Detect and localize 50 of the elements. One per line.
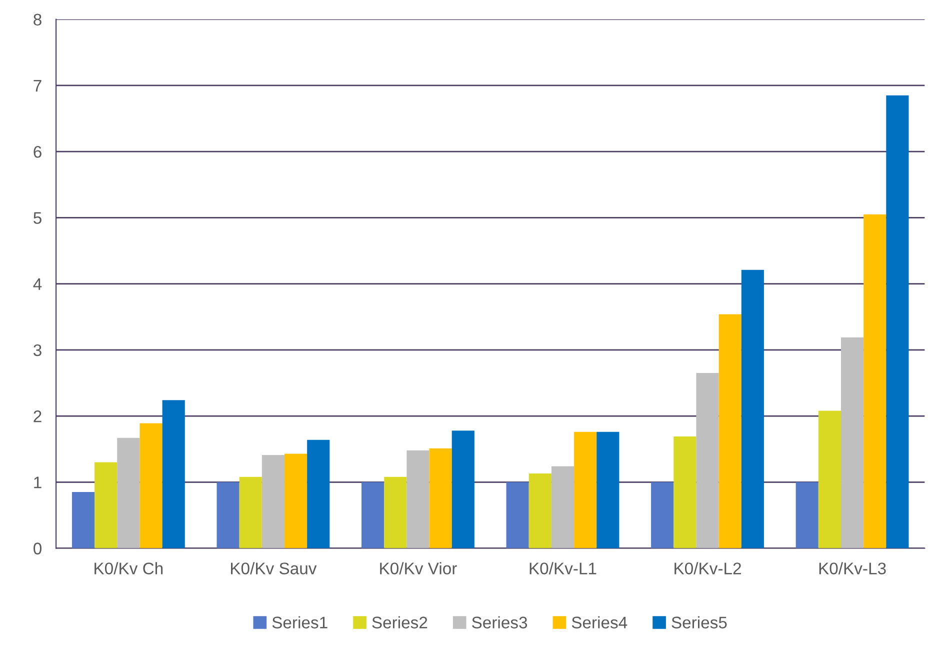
- legend-label: Series4: [572, 616, 628, 628]
- bar: [818, 410, 841, 548]
- bar: [162, 400, 185, 548]
- bar: [362, 482, 384, 548]
- bar: [262, 455, 284, 548]
- bar: [307, 440, 330, 548]
- bar: [239, 476, 262, 548]
- x-tick-label: K0/Kv Sauv: [231, 562, 317, 574]
- bar: [596, 432, 620, 548]
- x-tick-label: K0/Kv-L2: [674, 562, 741, 574]
- y-tick-label: 8: [34, 14, 42, 26]
- legend-label: Series2: [372, 616, 428, 628]
- bar: [117, 438, 140, 548]
- y-tick-label: 3: [34, 344, 42, 356]
- bar: [718, 314, 742, 548]
- bar: [528, 474, 552, 548]
- bar: [864, 214, 886, 548]
- bar: [452, 430, 474, 548]
- bar: [429, 448, 452, 548]
- x-tick-label: K0/Kv-L1: [530, 562, 596, 574]
- bar: [506, 482, 529, 548]
- bar: [94, 462, 118, 548]
- y-tick-label: 7: [34, 80, 42, 92]
- legend-label: Series1: [272, 616, 328, 628]
- bar: [406, 450, 430, 548]
- bar: [216, 482, 240, 548]
- bar: [840, 337, 864, 548]
- y-tick-label: 4: [33, 278, 42, 290]
- x-tick-label: K0/Kv-L3: [819, 562, 886, 574]
- bar: [696, 373, 719, 548]
- bar: [72, 492, 95, 548]
- bar: [651, 482, 674, 548]
- y-tick-label: 6: [34, 146, 42, 158]
- y-tick-label: 5: [34, 212, 42, 224]
- bar: [796, 482, 818, 548]
- bar: [886, 95, 909, 548]
- bar: [674, 436, 696, 548]
- bar: [741, 270, 764, 548]
- y-tick-label: 0: [34, 542, 42, 554]
- legend-label: Series5: [672, 616, 727, 628]
- y-tick-label: 2: [34, 410, 42, 422]
- y-tick-label: 1: [34, 476, 42, 488]
- legend-label: Series3: [472, 616, 528, 628]
- bar: [551, 466, 574, 548]
- x-tick-label: K0/Kv Ch: [94, 562, 163, 574]
- bar: [284, 454, 308, 548]
- bar: [140, 423, 162, 548]
- x-tick-label: K0/Kv Vior: [380, 562, 457, 574]
- bar: [384, 476, 407, 548]
- bar: [574, 432, 597, 548]
